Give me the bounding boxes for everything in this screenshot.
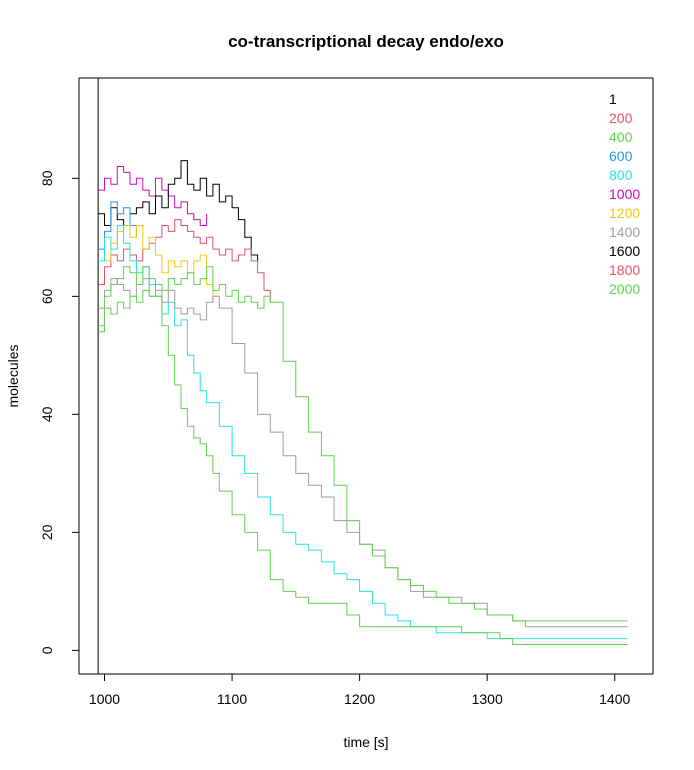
legend-entry: 1600 [609, 243, 640, 259]
series-line-9 [98, 266, 628, 645]
x-tick-label: 1400 [599, 691, 630, 707]
series-line-7 [98, 278, 628, 628]
chart-title: co-transcriptional decay endo/exo [228, 32, 504, 51]
legend-entry: 1200 [609, 205, 640, 221]
legend-entry: 2000 [609, 281, 640, 297]
y-axis-label: molecules [5, 344, 21, 407]
legend-entry: 400 [609, 129, 633, 145]
x-tick-label: 1200 [344, 691, 375, 707]
y-axis: 0 20 40 60 80 [39, 170, 80, 654]
series-line-2 [98, 160, 259, 261]
legend-entry: 1000 [609, 186, 640, 202]
series-line-1 [98, 166, 208, 226]
plot-frame [78, 77, 654, 675]
series-line-8 [98, 266, 628, 622]
series-line-6 [98, 225, 628, 640]
legend-entry: 800 [609, 167, 633, 183]
y-tick-label: 20 [39, 524, 55, 540]
legend-entry: 600 [609, 148, 633, 164]
y-tick-label: 40 [39, 406, 55, 422]
x-tick-label: 1300 [472, 691, 503, 707]
x-axis: 1000 1100 1200 1300 1400 [89, 673, 631, 707]
y-tick-label: 0 [39, 646, 55, 654]
legend-entry: 1800 [609, 262, 640, 278]
series-layer [98, 160, 628, 645]
x-tick-label: 1000 [89, 691, 120, 707]
x-tick-label: 1100 [217, 691, 247, 707]
legend-entry: 200 [609, 110, 633, 126]
legend-entry: 1 [609, 91, 617, 107]
y-tick-label: 80 [39, 170, 55, 186]
y-tick-label: 60 [39, 288, 55, 304]
x-axis-label: time [s] [343, 734, 388, 750]
legend-entry: 1400 [609, 224, 640, 240]
